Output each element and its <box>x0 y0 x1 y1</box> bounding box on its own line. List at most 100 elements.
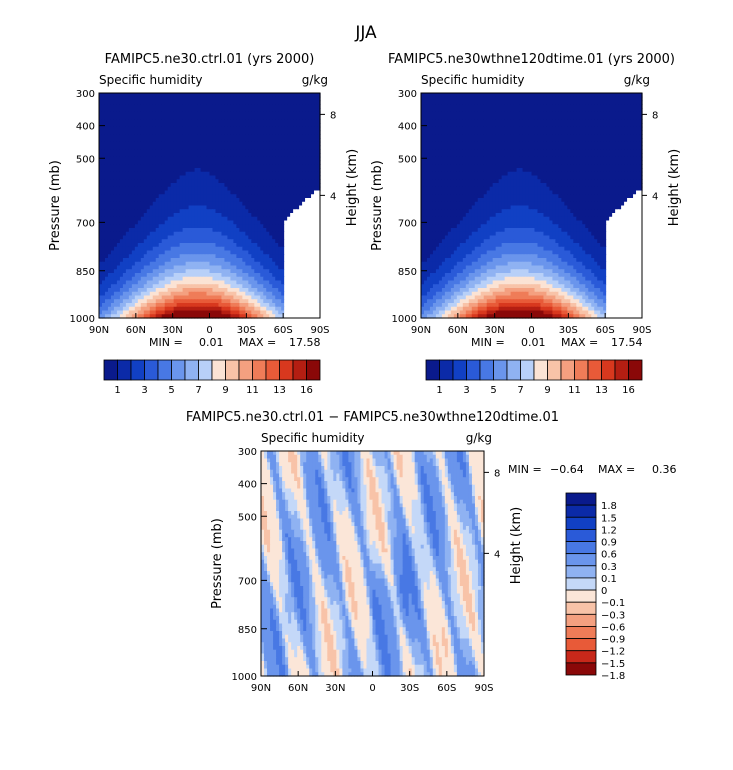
field-cell <box>230 164 234 169</box>
field-cell <box>230 141 234 147</box>
field-cell <box>122 115 127 120</box>
field-cell <box>119 194 124 199</box>
field-cell <box>218 186 223 192</box>
field-cell <box>224 111 229 117</box>
field-cell <box>233 156 237 162</box>
field-cell <box>152 145 157 150</box>
field-cell <box>281 198 285 203</box>
field-cell <box>110 119 115 124</box>
field-cell <box>188 231 193 237</box>
field-cell <box>197 96 202 102</box>
field-cell <box>272 183 276 188</box>
field-cell <box>314 108 318 113</box>
field-cell <box>110 104 115 109</box>
field-cell <box>209 243 214 248</box>
field-cell <box>200 213 205 218</box>
field-cell <box>188 216 193 222</box>
field-cell <box>128 115 133 120</box>
field-cell <box>245 108 249 113</box>
field-cell <box>122 130 127 135</box>
field-cell <box>122 134 127 139</box>
field-cell <box>119 228 124 233</box>
field-cell <box>119 201 124 207</box>
field-cell <box>146 130 151 135</box>
field-cell <box>236 134 240 139</box>
field-cell <box>197 138 202 143</box>
field-cell <box>209 164 214 169</box>
field-cell <box>230 145 234 150</box>
field-cell <box>221 194 226 199</box>
field-cell <box>269 126 273 132</box>
field-cell <box>122 126 127 132</box>
field-cell <box>224 115 229 120</box>
field-cell <box>116 126 121 132</box>
field-cell <box>143 231 148 237</box>
field-cell <box>176 164 181 169</box>
field-cell <box>224 126 229 132</box>
field-cell <box>254 111 258 117</box>
masked-cell <box>293 220 297 225</box>
field-cell <box>152 209 157 214</box>
field-cell <box>152 201 157 207</box>
field-cell <box>221 246 226 252</box>
field-cell <box>293 126 297 132</box>
field-cell <box>143 175 148 180</box>
field-cell <box>104 160 109 165</box>
field-cell <box>152 111 157 117</box>
field-cell <box>203 134 208 139</box>
field-cell <box>152 115 157 120</box>
field-cell <box>299 134 303 139</box>
field-cell <box>251 119 255 124</box>
field-cell <box>212 111 217 117</box>
field-cell <box>296 194 300 199</box>
field-cell <box>197 205 202 210</box>
field-cell <box>230 220 234 225</box>
field-cell <box>119 130 124 135</box>
masked-cell <box>305 224 309 229</box>
field-cell <box>110 100 115 105</box>
field-cell <box>263 153 267 158</box>
field-cell <box>176 145 181 150</box>
field-cell <box>293 201 297 207</box>
field-cell <box>221 149 226 154</box>
field-cell <box>173 130 178 135</box>
field-cell <box>272 126 276 132</box>
field-cell <box>128 246 133 252</box>
field-cell <box>182 108 187 113</box>
field-cell <box>104 254 109 259</box>
field-cell <box>236 168 240 173</box>
field-cell <box>230 198 234 203</box>
field-cell <box>128 231 133 237</box>
field-cell <box>131 130 136 135</box>
field-cell <box>269 186 273 192</box>
field-cell <box>224 201 229 207</box>
field-cell <box>254 134 258 139</box>
field-cell <box>296 130 300 135</box>
masked-cell <box>287 243 291 248</box>
field-cell <box>266 123 270 128</box>
field-cell <box>101 216 106 222</box>
field-cell <box>188 250 193 255</box>
field-cell <box>188 220 193 225</box>
field-cell <box>149 235 154 240</box>
field-cell <box>122 250 127 255</box>
field-cell <box>158 145 163 150</box>
field-cell <box>305 160 309 165</box>
field-cell <box>290 93 294 98</box>
field-cell <box>185 171 190 177</box>
field-cell <box>215 164 220 169</box>
field-cell <box>200 201 205 207</box>
field-cell <box>131 134 136 139</box>
field-cell <box>260 153 264 158</box>
field-cell <box>290 201 294 207</box>
field-cell <box>191 145 196 150</box>
field-cell <box>134 216 139 222</box>
field-cell <box>233 153 237 158</box>
field-cell <box>101 115 106 120</box>
field-cell <box>275 171 279 177</box>
field-cell <box>131 153 136 158</box>
field-cell <box>227 205 232 210</box>
field-cell <box>128 220 133 225</box>
field-cell <box>164 134 169 139</box>
field-cell <box>188 246 193 252</box>
